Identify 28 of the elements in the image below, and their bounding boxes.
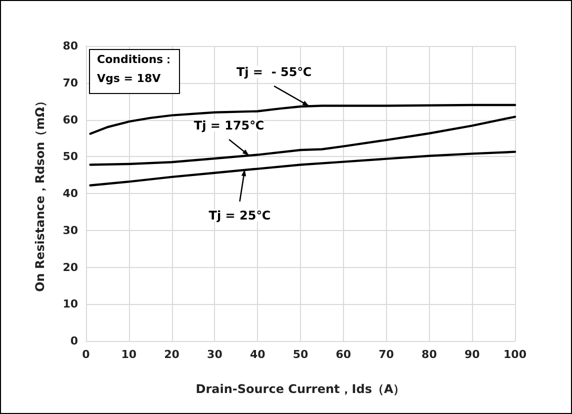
y-axis-title: On Resistance，Rdson（mΩ） (33, 95, 47, 292)
y-tick-label: 70 (62, 76, 78, 90)
x-tick-label: 20 (164, 348, 180, 361)
annotation: Tj = - 55℃ (236, 65, 312, 80)
y-tick-label: 60 (62, 113, 78, 126)
x-tick-label: 50 (292, 348, 308, 361)
x-tick-label: 0 (82, 348, 90, 361)
x-tick-label: 70 (378, 348, 394, 361)
y-tick-label: 10 (62, 298, 78, 311)
x-tick-label: 10 (121, 348, 137, 361)
x-tick-label: 80 (422, 348, 438, 361)
y-tick-label: 50 (62, 150, 78, 164)
y-tick-label: 30 (62, 224, 78, 237)
y-tick-label: 80 (62, 40, 78, 52)
annotation: Tj = 25℃ (208, 208, 271, 223)
y-tick-label: 20 (62, 260, 78, 274)
x-tick-label: 40 (250, 348, 266, 361)
x-tick-label: 90 (464, 348, 480, 361)
y-tick-label: 40 (62, 187, 78, 200)
x-tick-label: 30 (207, 348, 223, 361)
annotation: Tj = 175℃ (194, 118, 264, 133)
x-tick-label: 100 (504, 348, 527, 361)
y-tick-label: 0 (70, 334, 78, 348)
line-series (89, 116, 516, 166)
x-axis-title: Drain-Source Current，Ids（A） (196, 382, 406, 396)
annotation: Conditions： (97, 53, 174, 66)
x-tick-label: 60 (336, 348, 352, 361)
annotation: Vgs = 18V (97, 72, 162, 85)
